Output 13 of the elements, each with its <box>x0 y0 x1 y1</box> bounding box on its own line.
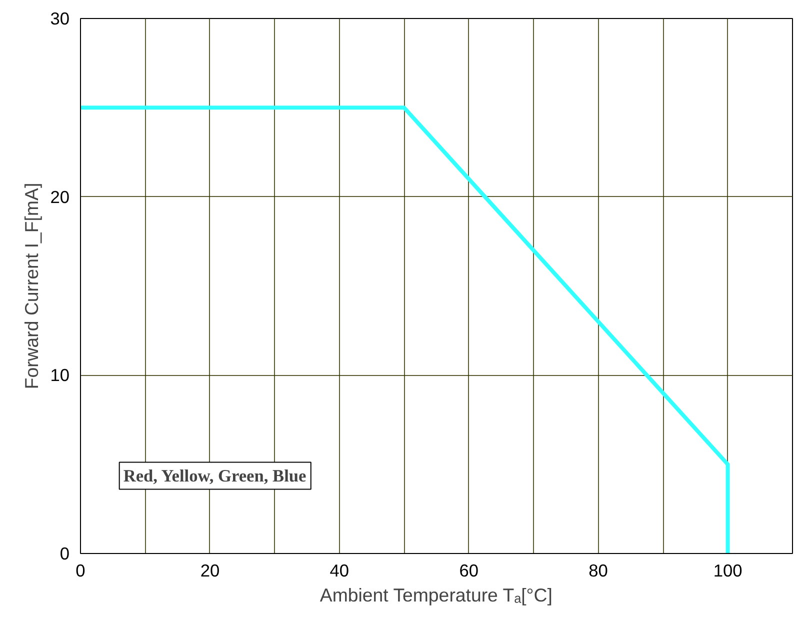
y-tick-label: 30 <box>50 8 70 28</box>
x-tick-label: 20 <box>200 560 220 580</box>
annotation: Red, Yellow, Green, Blue <box>123 466 307 486</box>
y-tick-label: 20 <box>50 186 70 207</box>
x-tick-label: 60 <box>459 560 479 580</box>
x-tick-label: 100 <box>713 560 742 580</box>
y-axis-title: Forward Current I_F[mA] <box>21 182 42 390</box>
y-tick-label: 0 <box>60 544 70 564</box>
x-axis-title: Ambient Temperature Tₐ[°C] <box>320 584 552 606</box>
x-tick-label: 40 <box>330 560 350 580</box>
x-tick-label: 0 <box>76 560 86 580</box>
y-tick-label: 10 <box>50 365 70 386</box>
x-tick-label: 80 <box>588 560 608 580</box>
